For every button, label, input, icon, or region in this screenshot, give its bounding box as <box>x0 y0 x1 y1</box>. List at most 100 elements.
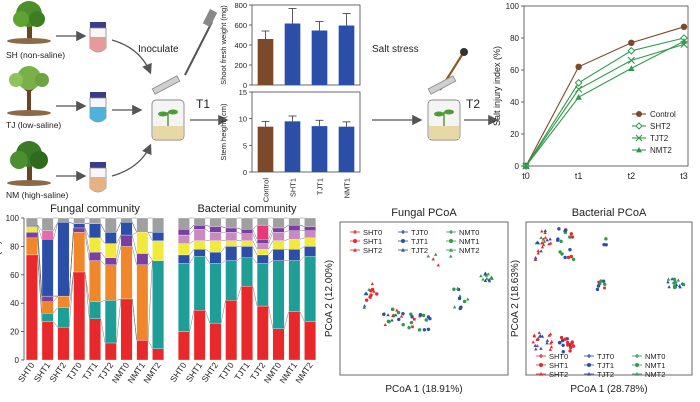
connector-line <box>68 227 74 297</box>
bar-segment <box>288 217 301 226</box>
data-point <box>635 372 639 376</box>
bar-segment <box>152 240 164 261</box>
connector-line <box>252 286 258 307</box>
connector-line <box>84 227 90 238</box>
data-point <box>674 282 679 286</box>
connector-line <box>252 224 258 230</box>
bar-segment <box>120 234 133 247</box>
legend-label: NMT1 <box>459 237 479 246</box>
connector-line <box>221 260 226 264</box>
data-point <box>449 248 453 252</box>
legend-label: SHT2 <box>549 370 568 379</box>
bar-segment <box>120 298 133 361</box>
bar-segment <box>26 217 38 226</box>
series-line <box>525 43 685 167</box>
data-point <box>540 334 545 338</box>
bar-segment <box>209 240 222 253</box>
legend-label: TJT0 <box>411 228 428 237</box>
bar-segment <box>178 263 190 332</box>
data-point <box>560 338 565 343</box>
bar-segment <box>104 300 117 344</box>
data-point <box>401 239 405 243</box>
plot-frame <box>251 91 361 173</box>
bar-segment <box>136 339 149 361</box>
connector-line <box>299 237 305 240</box>
data-point <box>399 314 404 318</box>
data-point <box>548 241 553 245</box>
bar <box>257 39 274 85</box>
data-point <box>522 162 530 169</box>
bar-segment <box>272 232 285 241</box>
bar-segment <box>288 249 301 261</box>
data-point <box>569 232 574 236</box>
tree-icon <box>7 141 51 186</box>
data-point <box>531 340 535 344</box>
t2-label: T2 <box>466 97 480 111</box>
connector-line <box>268 240 274 250</box>
data-point <box>543 235 548 239</box>
y-tick-label: 5 <box>243 141 247 150</box>
connector-line <box>84 232 90 261</box>
data-point <box>417 328 422 332</box>
shoot-weight-chart: 0 200 400 600 800 Shoot fresh weight (mg) <box>219 1 361 90</box>
bar-segment <box>152 260 164 349</box>
data-point <box>555 238 560 242</box>
bar-segment <box>104 243 117 258</box>
data-point <box>364 298 369 302</box>
data-point <box>390 318 394 322</box>
connector-line <box>299 256 305 261</box>
y-tick-label: 200 <box>234 61 247 70</box>
bar-segment <box>136 217 149 233</box>
legend-label: SHT2 <box>363 246 382 255</box>
data-point <box>534 347 538 351</box>
data-point <box>587 363 591 367</box>
bar-segment <box>272 240 285 250</box>
data-point <box>559 239 563 244</box>
connector-line <box>236 286 242 301</box>
data-point <box>680 38 688 44</box>
data-point <box>396 310 401 315</box>
data-point <box>566 255 571 260</box>
y-tick-label: 0 <box>243 81 247 90</box>
x-tick-label: TJT1 <box>80 360 99 382</box>
data-point <box>548 347 553 351</box>
data-point <box>479 274 483 278</box>
data-point <box>533 257 538 261</box>
data-point <box>426 327 431 331</box>
data-point <box>545 338 550 342</box>
data-point <box>549 345 554 349</box>
bar-segment <box>120 246 133 300</box>
data-point <box>575 94 582 100</box>
data-point <box>536 249 540 253</box>
x-tick-label: TJT0 <box>65 360 84 382</box>
bar-segment <box>41 312 54 322</box>
bar-segment <box>178 217 190 230</box>
connector-line <box>252 233 258 244</box>
data-point <box>485 276 489 280</box>
connector-line <box>268 249 274 256</box>
bar-segment <box>26 232 38 239</box>
data-point <box>548 237 552 241</box>
connector-line <box>252 257 258 264</box>
data-point <box>548 332 553 336</box>
connector-line <box>221 226 226 229</box>
data-point <box>604 237 608 241</box>
data-point <box>636 111 642 117</box>
y-tick-label: 100 <box>6 214 20 223</box>
connector-line <box>116 235 122 258</box>
data-point <box>602 242 606 247</box>
bar-segment <box>304 321 316 361</box>
data-point <box>568 345 573 350</box>
data-point <box>539 372 543 376</box>
data-point <box>539 346 543 350</box>
tube-liquid <box>90 177 106 192</box>
bar-segment <box>89 237 101 253</box>
bar-segment <box>288 224 301 231</box>
data-point <box>386 313 390 317</box>
connector-line <box>53 295 58 302</box>
bar-segment <box>178 234 190 244</box>
data-point <box>449 254 453 258</box>
legend-label: NMT0 <box>459 228 479 237</box>
y-axis-label: Shoot fresh weight (mg) <box>219 5 228 85</box>
x-tick-label: NMT2 <box>293 360 315 385</box>
